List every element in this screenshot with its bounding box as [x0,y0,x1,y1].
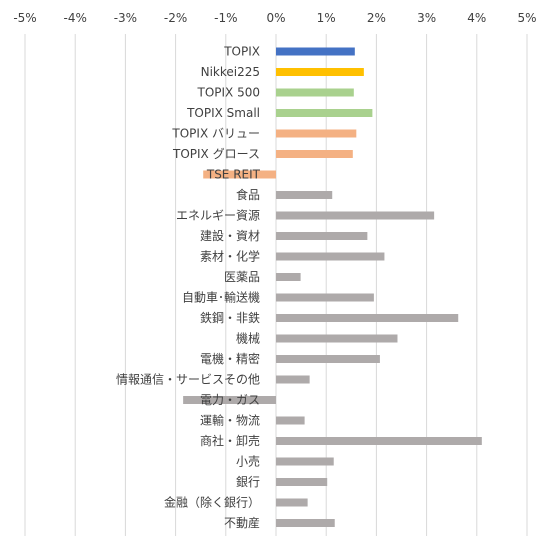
bar [276,355,380,363]
bar [276,252,385,261]
category-label: 金融（除く銀行） [164,495,260,510]
category-label: 自動車･輸送機 [182,290,260,305]
bar [203,170,276,179]
category-label: 食品 [236,187,260,202]
bar [276,437,482,445]
category-label: エネルギー資源 [176,209,260,223]
category-label: TOPIX Small [186,106,260,120]
category-label: 不動産 [224,515,260,530]
category-label: 電力・ガス [200,393,260,407]
category-label: 情報通信・サービスその他 [116,373,260,387]
category-label: TOPIX [223,45,260,59]
category-label: 鉄鋼・非鉄 [200,310,260,325]
bar [276,47,355,56]
bar [276,334,398,343]
x-tick-label: -5% [13,11,36,25]
bar [183,396,276,404]
category-label: 商社・卸売 [200,433,260,448]
x-tick-label: 0% [266,11,285,25]
x-tick-label: -4% [64,11,87,25]
bar [276,68,364,76]
category-label: TOPIX 500 [197,86,261,100]
bar [276,273,301,281]
category-label: TOPIX グロース [172,147,260,161]
bar [276,88,354,97]
bars [183,47,482,527]
category-label: 建設・資材 [200,228,260,243]
bar [276,498,308,507]
bar [276,375,310,384]
bar [276,129,357,138]
category-label: 医薬品 [224,270,260,284]
bar [276,211,435,220]
x-tick-label: 5% [517,11,536,25]
category-label: Nikkei225 [201,65,260,79]
category-label: 運輸・物流 [200,413,260,428]
category-label: 機械 [236,331,260,346]
x-axis-tick-labels: -5% -4% -3% -2% -1% 0% 1% 2% 3% 4% 5% [13,11,536,25]
category-label: TSE REIT [206,168,261,182]
category-label: 小売 [236,454,260,469]
bar [276,150,353,158]
x-tick-label: -1% [214,11,237,25]
x-tick-label: -2% [164,11,187,25]
x-tick-label: 1% [317,11,336,25]
bar [276,232,368,240]
gridlines [24,34,528,536]
x-tick-label: 3% [417,11,436,25]
bar [276,314,459,322]
bar [276,191,333,199]
category-label: 電機・精密 [200,351,260,366]
bar [276,416,305,425]
bar [276,478,328,486]
category-labels: TOPIX Nikkei225 TOPIX 500 TOPIX Small TOPIX … [116,45,261,531]
bar [276,519,335,527]
x-tick-label: -3% [114,11,137,25]
x-tick-label: 2% [367,11,386,25]
bar [276,109,373,117]
category-label: 銀行 [236,475,260,489]
category-label: 素材・化学 [200,249,260,264]
bar [276,293,374,302]
bar [276,457,334,466]
x-tick-label: 4% [467,11,486,25]
category-label: TOPIX バリュー [171,127,260,141]
